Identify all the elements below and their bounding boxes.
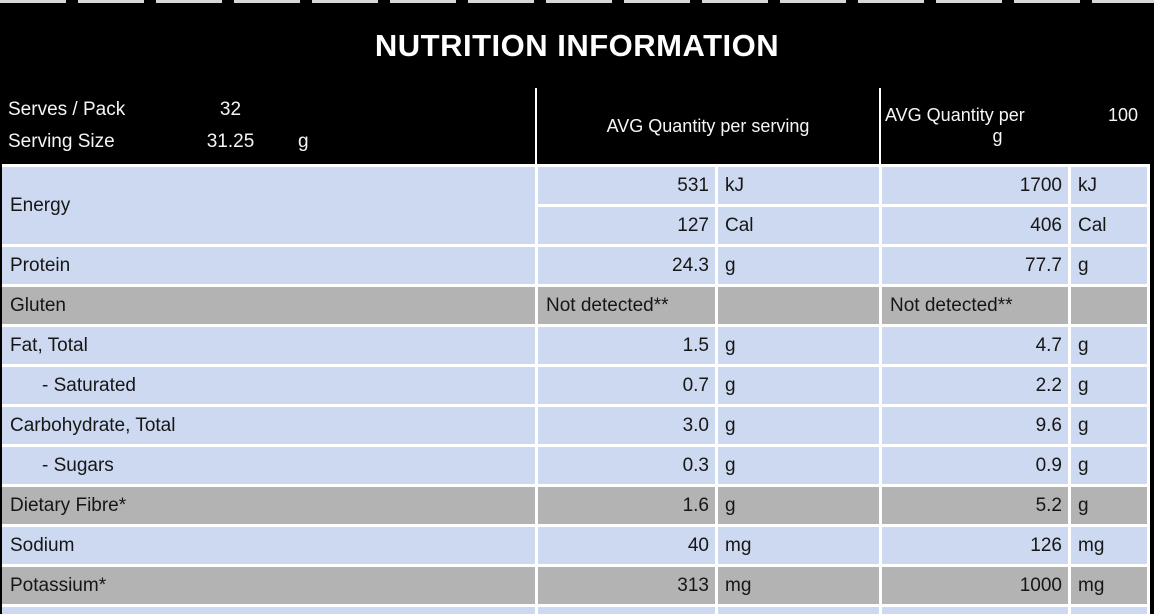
gluten-serving-value: Not detected**	[538, 287, 715, 324]
per-100g-unit: g	[992, 126, 1003, 146]
top-grid-ticks	[0, 0, 1154, 3]
saturated-serving-unit: g	[718, 367, 879, 404]
saturated-per100-unit: g	[1071, 367, 1147, 404]
serving-size-unit: g	[298, 131, 309, 152]
protein-per100-unit: g	[1071, 247, 1147, 284]
serves-per-pack-label: Serves / Pack	[8, 99, 126, 120]
serves-per-pack-row: Serves / Pack 32	[0, 99, 535, 121]
gluten-per100-unit	[1071, 287, 1147, 324]
energy-kj-per100-value: 1700	[882, 167, 1068, 204]
per-100g-value: 100	[1107, 105, 1138, 125]
fibre-serving-unit: g	[718, 487, 879, 524]
carbohydrate-per100-unit: g	[1071, 407, 1147, 444]
sodium-per100-value: 126	[882, 527, 1068, 564]
table-body-wrap: Energy 531 kJ 1700 kJ 127 Cal 406 Cal Pr…	[0, 164, 1154, 614]
sugars-serving-unit: g	[718, 447, 879, 484]
fat-serving-value: 1.5	[538, 327, 715, 364]
row-label-fat-total: Fat, Total	[2, 327, 535, 364]
row-label-sugars: - Sugars	[2, 447, 535, 484]
fat-per100-unit: g	[1071, 327, 1147, 364]
potassium-serving-unit: mg	[718, 567, 879, 604]
energy-cal-per100-unit: Cal	[1071, 207, 1147, 244]
serving-size-row: Serving Size 31.25 g	[0, 131, 535, 153]
sodium-serving-value: 40	[538, 527, 715, 564]
carbohydrate-serving-unit: g	[718, 407, 879, 444]
clipped-row-cell	[882, 607, 1068, 614]
row-label-carbohydrate: Carbohydrate, Total	[2, 407, 535, 444]
column-headers: Serves / Pack 32 Serving Size 31.25 g AV…	[0, 88, 1154, 164]
serving-size-label: Serving Size	[8, 131, 115, 152]
potassium-per100-value: 1000	[882, 567, 1068, 604]
fat-serving-unit: g	[718, 327, 879, 364]
protein-serving-unit: g	[718, 247, 879, 284]
clipped-row-cell	[718, 607, 879, 614]
per-100g-column-header: AVG Quantity per 100 g	[881, 88, 1154, 164]
row-label-gluten: Gluten	[2, 287, 535, 324]
protein-per100-value: 77.7	[882, 247, 1068, 284]
gluten-per100-value: Not detected**	[882, 287, 1068, 324]
clipped-row-cell	[538, 607, 715, 614]
row-label-dietary-fibre: Dietary Fibre*	[2, 487, 535, 524]
row-label-energy: Energy	[2, 167, 535, 244]
sugars-per100-unit: g	[1071, 447, 1147, 484]
sodium-serving-unit: mg	[718, 527, 879, 564]
fibre-per100-unit: g	[1071, 487, 1147, 524]
energy-cal-per100-value: 406	[882, 207, 1068, 244]
clipped-row-cell	[2, 607, 535, 614]
potassium-per100-unit: mg	[1071, 567, 1147, 604]
sodium-per100-unit: mg	[1071, 527, 1147, 564]
energy-cal-serving-unit: Cal	[718, 207, 879, 244]
header-banner: NUTRITION INFORMATION Serves / Pack 32 S…	[0, 3, 1154, 164]
fibre-serving-value: 1.6	[538, 487, 715, 524]
energy-cal-serving-value: 127	[538, 207, 715, 244]
carbohydrate-per100-value: 9.6	[882, 407, 1068, 444]
pack-info-cell: Serves / Pack 32 Serving Size 31.25 g	[0, 88, 537, 164]
fibre-per100-value: 5.2	[882, 487, 1068, 524]
per-100g-prefix: AVG Quantity per	[885, 105, 1025, 125]
nutrition-table: Energy 531 kJ 1700 kJ 127 Cal 406 Cal Pr…	[2, 164, 1150, 614]
title-area: NUTRITION INFORMATION	[0, 3, 1154, 88]
serves-per-pack-value: 32	[219, 99, 242, 120]
carbohydrate-serving-value: 3.0	[538, 407, 715, 444]
row-label-protein: Protein	[2, 247, 535, 284]
row-label-potassium: Potassium*	[2, 567, 535, 604]
protein-serving-value: 24.3	[538, 247, 715, 284]
sugars-serving-value: 0.3	[538, 447, 715, 484]
clipped-row-cell	[1071, 607, 1147, 614]
fat-per100-value: 4.7	[882, 327, 1068, 364]
row-label-saturated: - Saturated	[2, 367, 535, 404]
potassium-serving-value: 313	[538, 567, 715, 604]
energy-kj-serving-value: 531	[538, 167, 715, 204]
per-100g-header-line1: AVG Quantity per 100	[881, 105, 1154, 126]
per-serving-column-header: AVG Quantity per serving	[537, 88, 881, 164]
energy-kj-per100-unit: kJ	[1071, 167, 1147, 204]
row-label-sodium: Sodium	[2, 527, 535, 564]
gluten-serving-unit	[718, 287, 879, 324]
sugars-per100-value: 0.9	[882, 447, 1068, 484]
saturated-per100-value: 2.2	[882, 367, 1068, 404]
serving-size-value: 31.25	[206, 131, 255, 152]
saturated-serving-value: 0.7	[538, 367, 715, 404]
energy-kj-serving-unit: kJ	[718, 167, 879, 204]
page-title: NUTRITION INFORMATION	[374, 27, 780, 63]
